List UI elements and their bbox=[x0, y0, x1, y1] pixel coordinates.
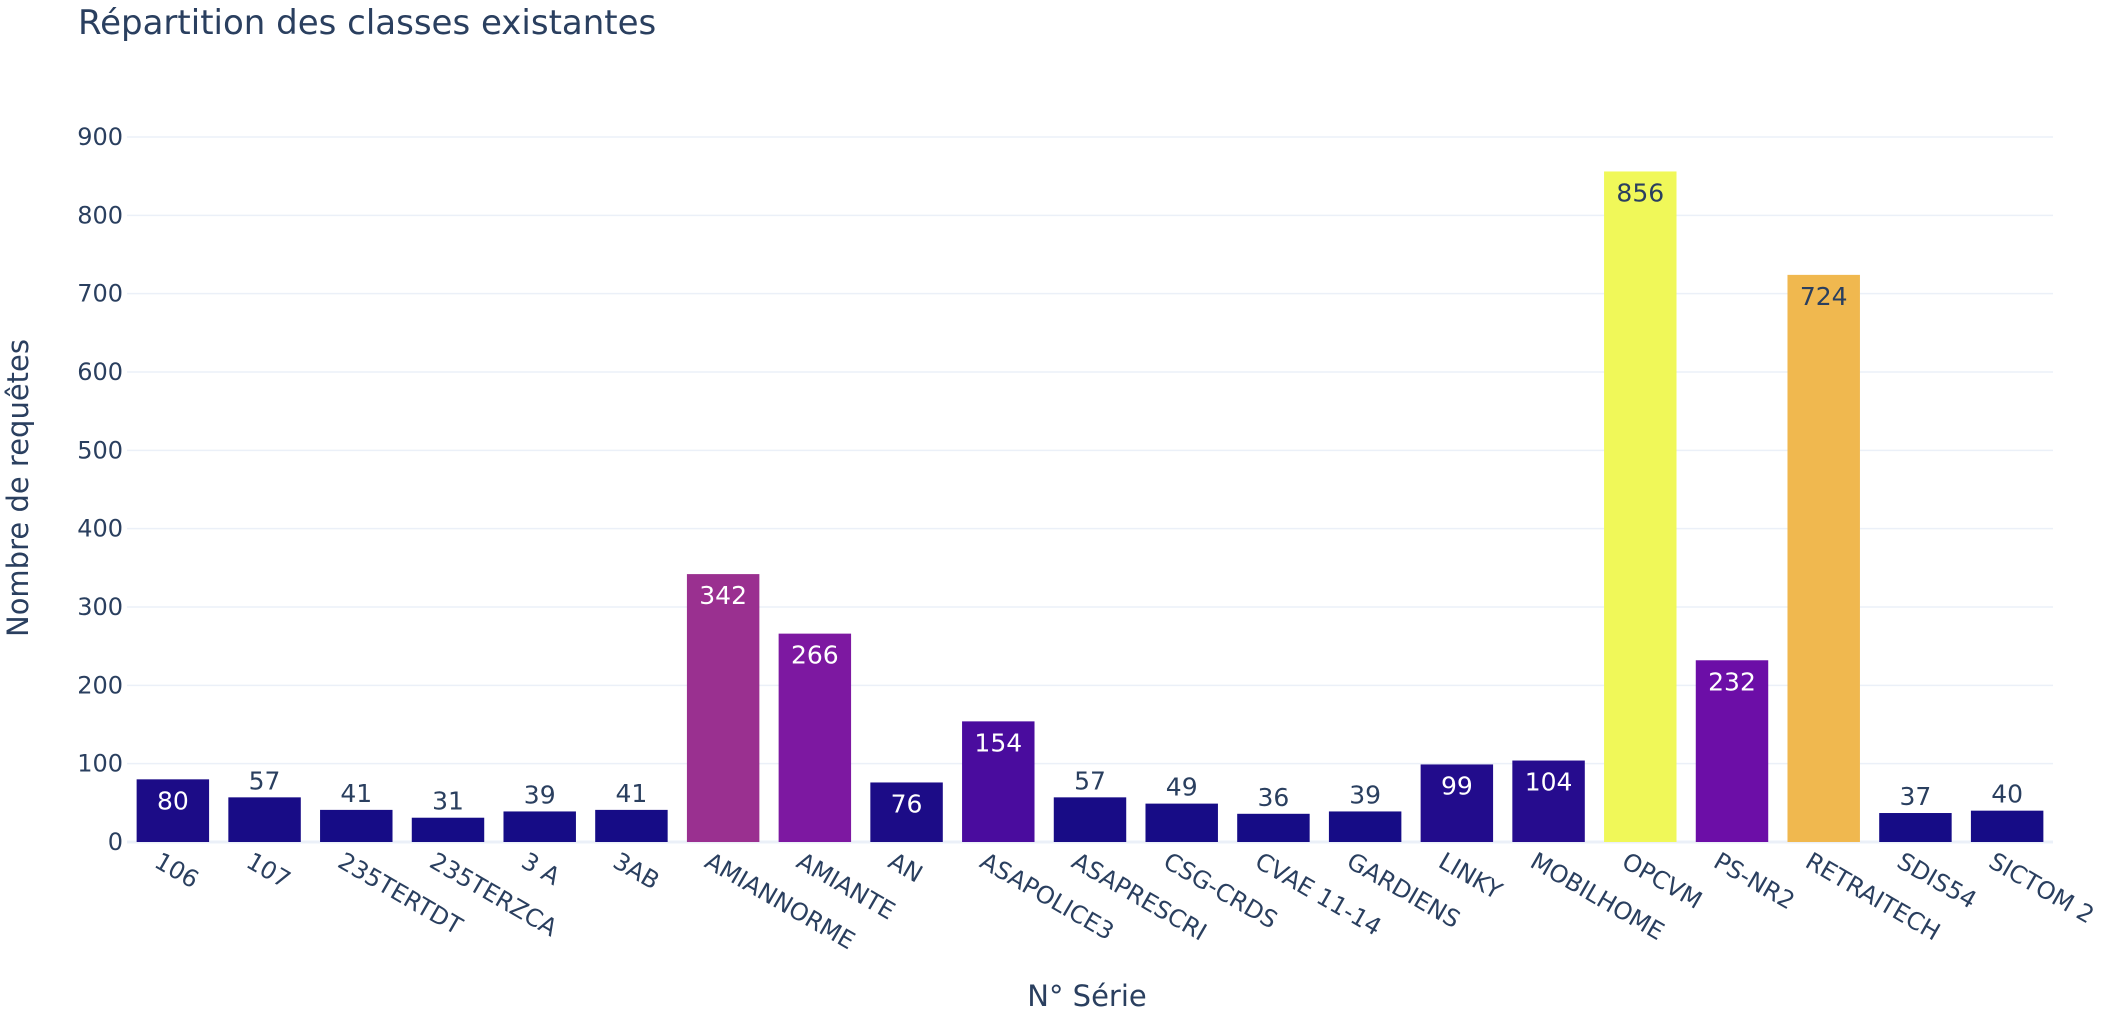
chart-title: Répartition des classes existantes bbox=[78, 3, 656, 43]
y-tick-label: 0 bbox=[108, 828, 123, 856]
bar bbox=[1512, 760, 1585, 842]
bar bbox=[503, 811, 576, 842]
bar-value-label: 104 bbox=[1525, 768, 1573, 797]
bar bbox=[411, 817, 485, 842]
bar-value-label: 39 bbox=[524, 780, 556, 809]
y-tick-label: 800 bbox=[77, 201, 123, 229]
bar bbox=[1695, 660, 1769, 842]
bar bbox=[1787, 274, 1860, 842]
bar bbox=[870, 782, 943, 842]
bar-value-label: 40 bbox=[1991, 780, 2023, 809]
bar bbox=[595, 809, 668, 842]
y-tick-label: 600 bbox=[77, 358, 123, 386]
y-tick-label: 100 bbox=[77, 750, 123, 778]
bar bbox=[1237, 813, 1310, 842]
bar-value-label: 342 bbox=[699, 581, 747, 610]
y-tick-label: 700 bbox=[77, 280, 123, 308]
bar-value-label: 154 bbox=[974, 728, 1022, 757]
bar-value-label: 41 bbox=[340, 779, 372, 808]
bar-value-label: 49 bbox=[1166, 773, 1198, 802]
bar-value-label: 39 bbox=[1349, 780, 1381, 809]
bar bbox=[1970, 810, 2044, 842]
bar-value-label: 724 bbox=[1800, 282, 1848, 311]
bar-value-label: 57 bbox=[1074, 766, 1106, 795]
x-tick-label: 3AB bbox=[608, 847, 664, 895]
bar bbox=[1420, 764, 1494, 842]
bars-layer bbox=[136, 171, 2044, 842]
x-tick-label: 106 bbox=[150, 847, 204, 894]
y-axis-ticks: 0 100 200 300 400 500 600 700 800 900 bbox=[77, 123, 123, 856]
bar bbox=[228, 797, 301, 842]
bar-value-label: 232 bbox=[1708, 667, 1756, 696]
y-tick-label: 200 bbox=[77, 671, 123, 699]
x-axis-title: N° Série bbox=[1027, 979, 1146, 1013]
bar bbox=[320, 809, 393, 842]
bar-value-label: 36 bbox=[1258, 783, 1290, 812]
x-tick-label: PS-NR2 bbox=[1709, 847, 1799, 915]
bar bbox=[1604, 171, 1677, 842]
bar-value-label: 76 bbox=[891, 789, 923, 818]
y-axis-title: Nombre de requêtes bbox=[1, 339, 35, 637]
y-tick-label: 500 bbox=[77, 436, 123, 464]
x-tick-label: LINKY bbox=[1434, 847, 1507, 905]
bar bbox=[962, 721, 1035, 842]
bar bbox=[1145, 803, 1218, 842]
bar-value-label: 31 bbox=[432, 787, 464, 816]
y-tick-label: 300 bbox=[77, 593, 123, 621]
y-tick-label: 900 bbox=[77, 123, 123, 151]
bar bbox=[136, 779, 210, 842]
bar bbox=[1879, 813, 1952, 842]
x-tick-label: 107 bbox=[242, 847, 296, 894]
bar bbox=[1053, 797, 1127, 842]
bar bbox=[686, 574, 760, 842]
bar-value-label: 41 bbox=[616, 779, 648, 808]
bar bbox=[1328, 811, 1402, 842]
bar-value-label: 99 bbox=[1441, 771, 1473, 800]
x-tick-label: SICTOM 2 bbox=[1984, 847, 2099, 929]
bar-value-label: 37 bbox=[1900, 782, 1932, 811]
bar-value-label: 856 bbox=[1616, 178, 1664, 207]
bar-value-label: 57 bbox=[249, 766, 281, 795]
bar-value-label: 266 bbox=[791, 641, 839, 670]
y-tick-label: 400 bbox=[77, 515, 123, 543]
bar bbox=[778, 633, 852, 842]
x-tick-label: AN bbox=[884, 847, 928, 888]
bar-value-label: 80 bbox=[157, 786, 189, 815]
bar-value-labels: 80 57 41 31 39 41 342 266 76 154 57 49 36 39 99 104 856 2… bbox=[157, 178, 2023, 818]
x-tick-label: 3 A bbox=[517, 847, 566, 891]
